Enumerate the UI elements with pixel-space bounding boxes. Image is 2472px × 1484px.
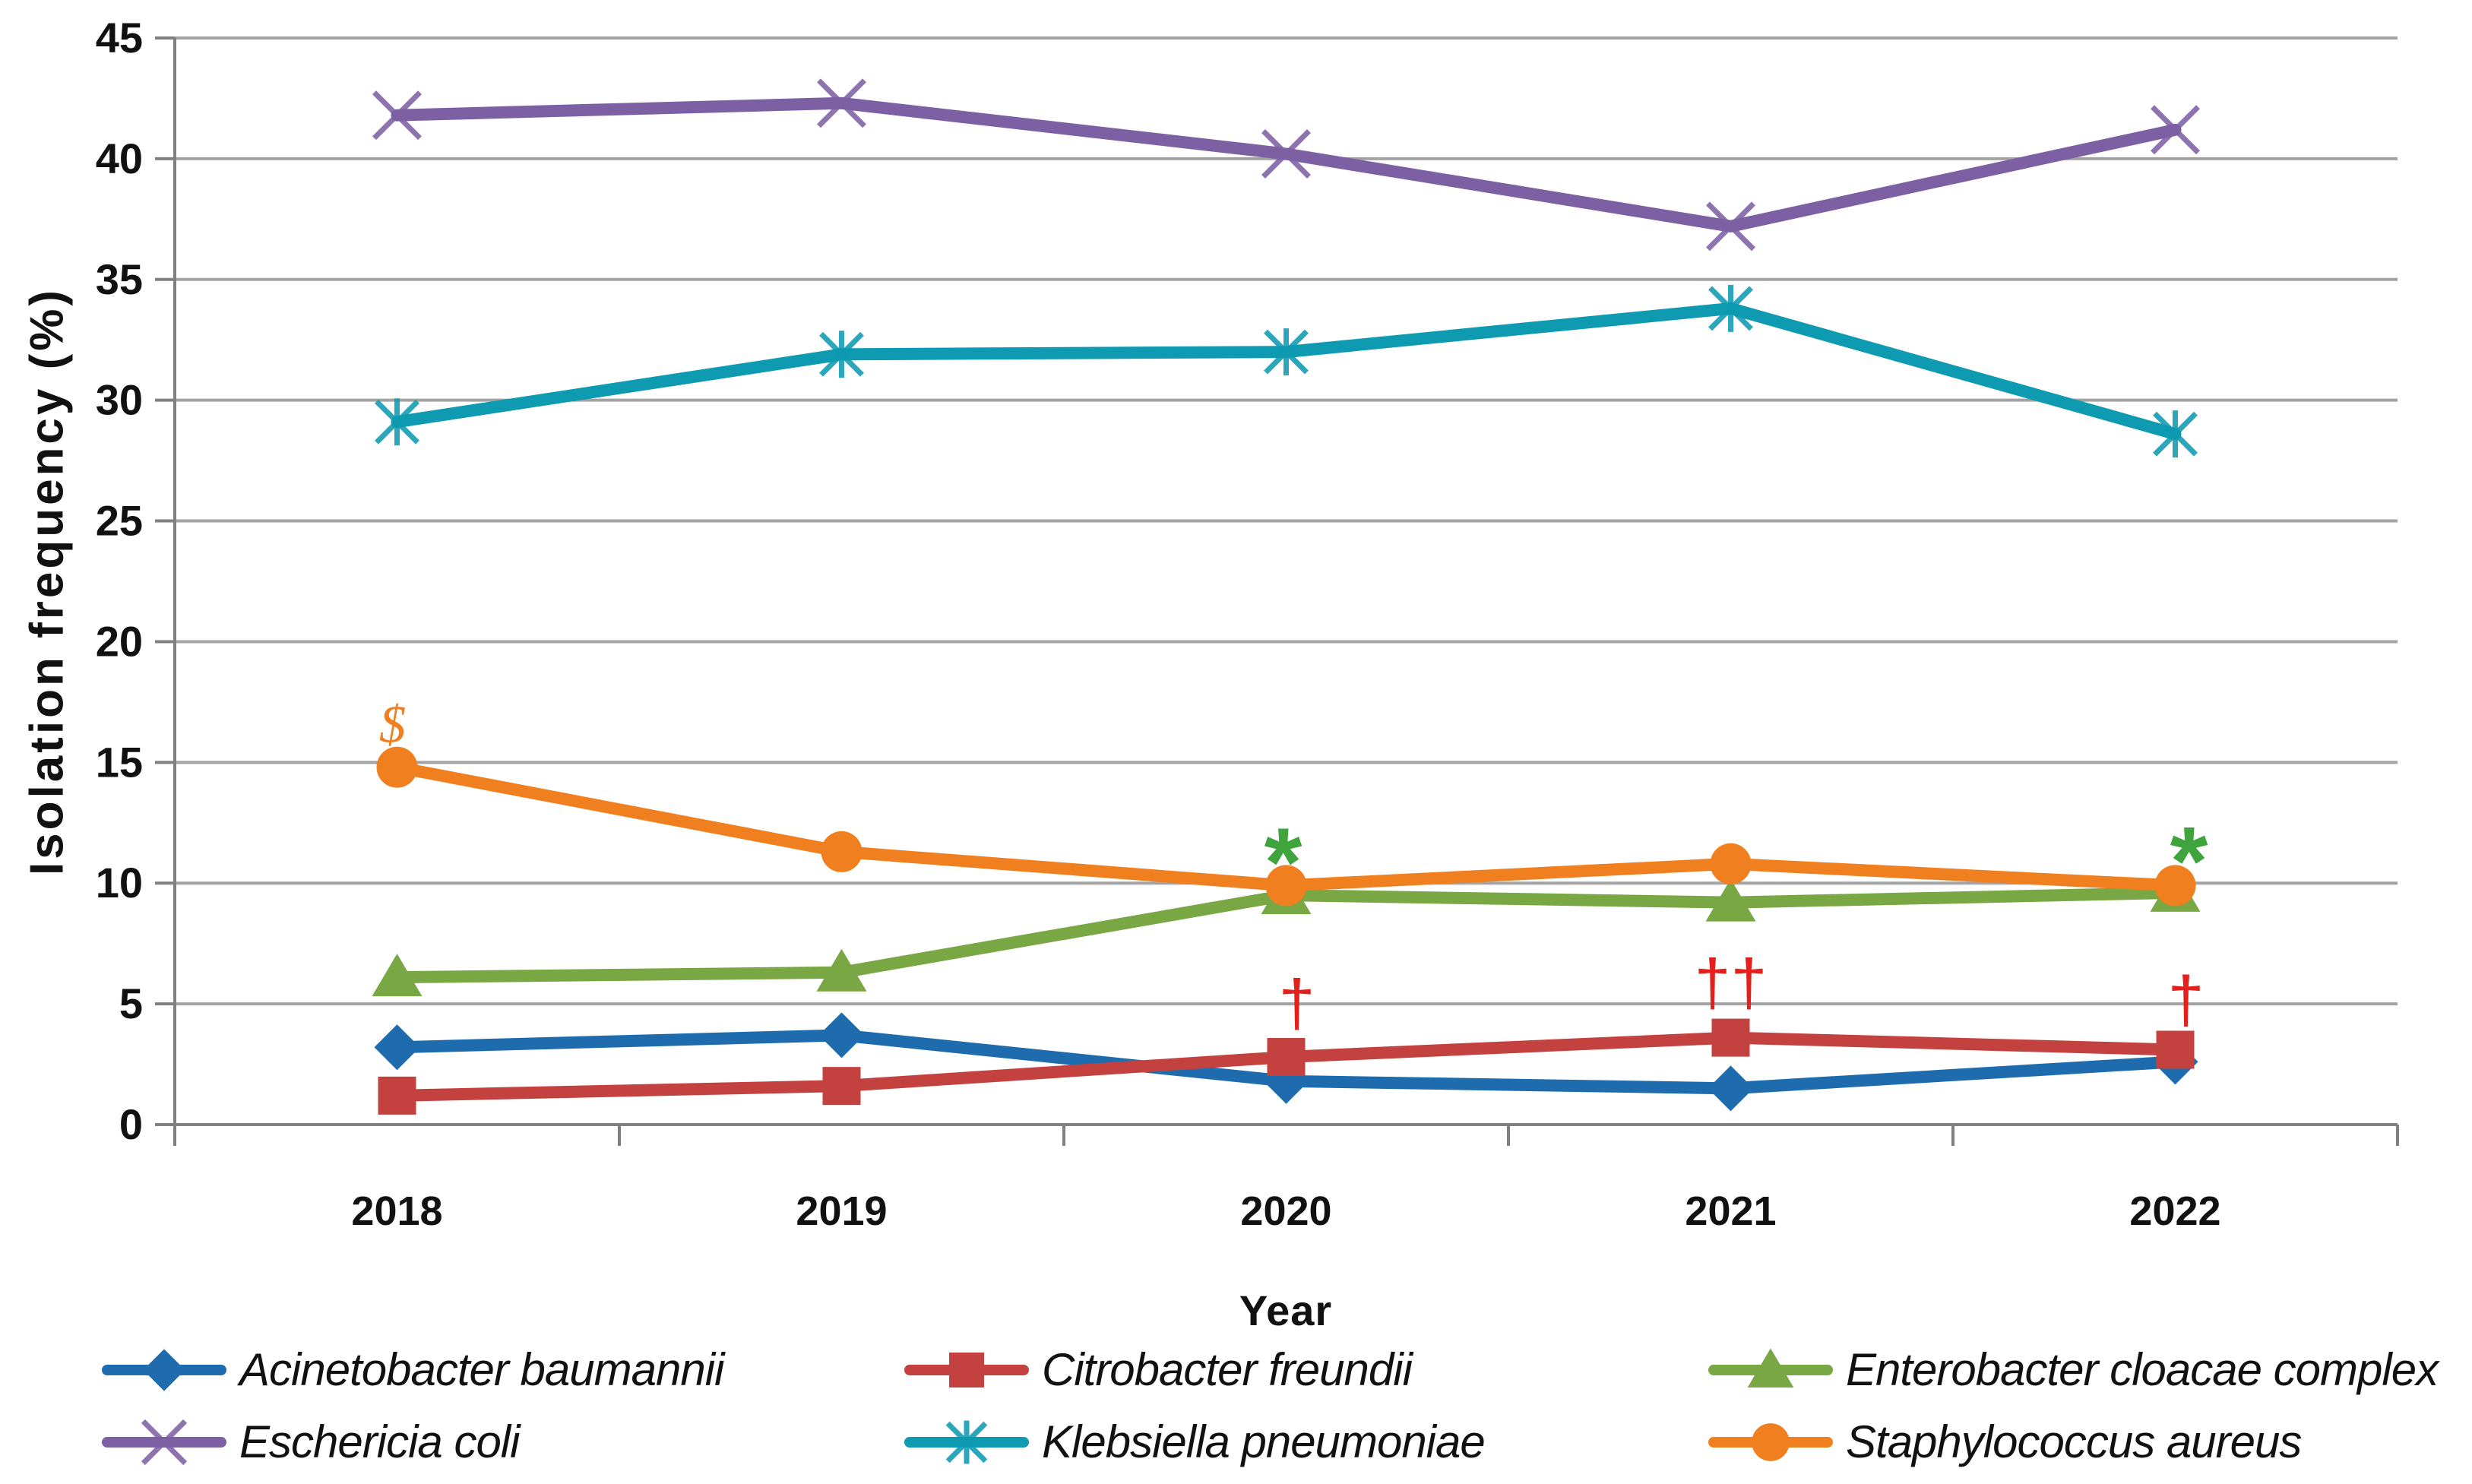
marker-square [378, 1076, 416, 1115]
marker-diamond [374, 1024, 420, 1071]
annotation-dagger: † [1279, 967, 1315, 1040]
marker-triangle [372, 954, 423, 997]
marker-circle [376, 746, 418, 788]
marker-asterisk [2153, 410, 2198, 458]
marker-x [2151, 105, 2200, 155]
marker-circle [1265, 865, 1307, 907]
marker-circle [1752, 1423, 1790, 1461]
annotation-asterisk: * [2170, 807, 2208, 916]
marker-x [1261, 129, 1311, 179]
y-tick-label: 20 [96, 617, 143, 665]
marker-triangle [1747, 1348, 1794, 1387]
annotation-dagger: † [2168, 963, 2205, 1036]
marker-triangle [816, 948, 867, 992]
marker-diamond [1708, 1065, 1754, 1112]
y-tick-label: 30 [96, 376, 143, 424]
y-axis-title: Isolation frequency (%) [21, 286, 74, 876]
marker-square [2156, 1030, 2195, 1069]
legend-label-staphylococcus-aureus: Staphylococcus aureus [1846, 1416, 2301, 1467]
x-tick-label: 2021 [1685, 1188, 1776, 1234]
marker-circle [1710, 843, 1752, 884]
annotation-dollar: $ [379, 695, 406, 754]
annotation-dagger: †† [1695, 947, 1768, 1020]
y-tick-label: 0 [119, 1100, 143, 1148]
y-tick-label: 40 [96, 134, 143, 182]
marker-asterisk [819, 331, 864, 378]
marker-asterisk [1708, 284, 1753, 332]
legend-label-klebsiella-pneumoniae: Klebsiella pneumoniae [1042, 1416, 1485, 1467]
y-tick-label: 45 [96, 14, 143, 62]
marker-asterisk [1264, 328, 1309, 376]
legend-label-eschericia-coli: Eschericia coli [239, 1416, 521, 1467]
marker-square [949, 1353, 984, 1387]
legend-label-enterobacter-cloacae-complex: Enterobacter cloacae complex [1846, 1344, 2440, 1395]
x-tick-label: 2018 [351, 1188, 442, 1234]
x-tick-label: 2020 [1240, 1188, 1331, 1234]
marker-asterisk [375, 398, 419, 446]
marker-x [372, 90, 422, 141]
x-tick-label: 2019 [796, 1188, 887, 1234]
y-tick-label: 35 [96, 255, 143, 303]
marker-diamond [143, 1349, 185, 1391]
series-line-eschericia-coli [391, 97, 2182, 233]
marker-circle [2154, 865, 2196, 907]
y-tick-label: 5 [119, 979, 143, 1027]
marker-circle [821, 831, 863, 872]
marker-diamond [818, 1012, 865, 1058]
x-tick-label: 2022 [2129, 1188, 2220, 1234]
marker-triangle [1705, 878, 1756, 922]
legend-label-citrobacter-freundii: Citrobacter freundii [1042, 1344, 1414, 1395]
y-tick-label: 15 [96, 738, 143, 786]
marker-square [1267, 1038, 1306, 1077]
marker-square [1711, 1018, 1750, 1057]
y-tick-label: 25 [96, 497, 143, 545]
marker-square [822, 1067, 861, 1106]
marker-x [817, 78, 866, 128]
marker-x [1706, 201, 1755, 252]
marker-x [141, 1419, 188, 1466]
x-axis-title: Year [1239, 1286, 1333, 1334]
annotation-asterisk: * [1264, 808, 1302, 917]
marker-asterisk [945, 1420, 988, 1464]
y-tick-label: 10 [96, 859, 143, 907]
legend-label-acinetobacter-baumannii: Acinetobacter baumannii [237, 1344, 726, 1395]
